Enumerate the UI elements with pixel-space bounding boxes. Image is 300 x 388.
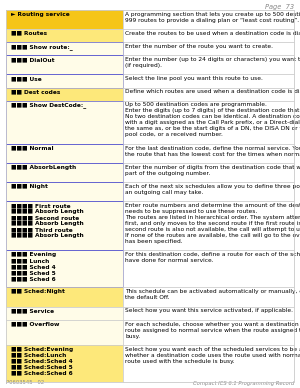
- Bar: [6, 345, 123, 382]
- Bar: [6, 201, 123, 250]
- Bar: [123, 250, 294, 288]
- Bar: [123, 88, 294, 101]
- Bar: [123, 307, 294, 320]
- Bar: [6, 42, 123, 55]
- Text: ■■■■ First route
■■■■ Absorb Length
■■■■ Second route
■■■■ Absorb Length
■■■■ Th: ■■■■ First route ■■■■ Absorb Length ■■■■…: [11, 203, 84, 238]
- Bar: [123, 10, 294, 29]
- Text: For each schedule, choose whether you want a destination code to use the
route a: For each schedule, choose whether you wa…: [125, 322, 300, 338]
- Text: Up to 500 destination codes are programmable.
Enter the digits (up to 7 digits) : Up to 500 destination codes are programm…: [125, 102, 300, 137]
- Bar: [123, 201, 294, 250]
- Text: For the last destination code, define the normal service. You will usually use
t: For the last destination code, define th…: [125, 146, 300, 157]
- Bar: [123, 29, 294, 42]
- Text: ■■■ Overflow: ■■■ Overflow: [11, 322, 59, 327]
- Bar: [123, 320, 294, 345]
- Text: ■■■ Show route:_: ■■■ Show route:_: [11, 44, 73, 50]
- Bar: [6, 88, 123, 101]
- Bar: [6, 29, 123, 42]
- Bar: [123, 42, 294, 55]
- Bar: [6, 182, 123, 201]
- Bar: [6, 101, 123, 144]
- Text: ■■■ Night: ■■■ Night: [11, 184, 48, 189]
- Bar: [6, 288, 123, 307]
- Bar: [6, 307, 123, 320]
- Bar: [6, 163, 123, 182]
- Bar: [123, 250, 294, 288]
- Bar: [6, 55, 123, 74]
- Bar: [123, 163, 294, 182]
- Bar: [6, 250, 123, 288]
- Text: Select how you want this service activated, if applicable.: Select how you want this service activat…: [125, 308, 293, 314]
- Text: Select how you want each of the scheduled services to be activated, and
whether : Select how you want each of the schedule…: [125, 346, 300, 364]
- Text: Enter the number of digits from the destination code that will not be dialed as
: Enter the number of digits from the dest…: [125, 165, 300, 176]
- Bar: [6, 29, 123, 42]
- Text: ■■■ DialOut: ■■■ DialOut: [11, 57, 55, 62]
- Bar: [6, 88, 123, 101]
- Bar: [123, 182, 294, 201]
- Bar: [6, 288, 123, 307]
- Bar: [6, 320, 123, 345]
- Bar: [123, 101, 294, 144]
- Text: ■■■ Use: ■■■ Use: [11, 76, 42, 81]
- Text: ► Routing service: ► Routing service: [11, 12, 70, 17]
- Bar: [6, 42, 123, 55]
- Text: Page  73: Page 73: [265, 4, 294, 10]
- Text: ■■ Sched:Night: ■■ Sched:Night: [11, 289, 65, 294]
- Bar: [6, 144, 123, 163]
- Text: Enter route numbers and determine the amount of the destination code that
needs : Enter route numbers and determine the am…: [125, 203, 300, 244]
- Bar: [6, 250, 123, 288]
- Text: Compact ICS 6.1 Programming Record: Compact ICS 6.1 Programming Record: [193, 381, 294, 386]
- Bar: [123, 29, 294, 42]
- Bar: [6, 74, 123, 88]
- Text: ■■■ Evening
■■■ Lunch
■■■ Sched 4
■■■ Sched 5
■■■ Sched 6: ■■■ Evening ■■■ Lunch ■■■ Sched 4 ■■■ Sc…: [11, 252, 56, 281]
- Bar: [123, 101, 294, 144]
- Bar: [123, 345, 294, 382]
- Text: Each of the next six schedules allow you to define three possible routes that
an: Each of the next six schedules allow you…: [125, 184, 300, 195]
- Bar: [123, 144, 294, 163]
- Text: For this destination code, define a route for each of the schedules, as you
have: For this destination code, define a rout…: [125, 252, 300, 263]
- Bar: [123, 288, 294, 307]
- Bar: [123, 88, 294, 101]
- Text: Create the routes to be used when a destination code is dialed.: Create the routes to be used when a dest…: [125, 31, 300, 36]
- Text: Select the line pool you want this route to use.: Select the line pool you want this route…: [125, 76, 263, 81]
- Bar: [123, 320, 294, 345]
- Text: ■■■ Show DestCode:_: ■■■ Show DestCode:_: [11, 102, 86, 108]
- Text: A programming section that lets you create up to 500 destination codes and
999 r: A programming section that lets you crea…: [125, 12, 300, 23]
- Bar: [6, 144, 123, 163]
- Bar: [6, 10, 123, 29]
- Text: Enter the number of the route you want to create.: Enter the number of the route you want t…: [125, 44, 273, 49]
- Text: ■■■ Normal: ■■■ Normal: [11, 146, 54, 151]
- Bar: [123, 10, 294, 29]
- Bar: [123, 201, 294, 250]
- Bar: [123, 144, 294, 163]
- Text: ■■ Sched:Evening
■■ Sched:Lunch
■■ Sched:Sched 4
■■ Sched:Sched 5
■■ Sched:Sched: ■■ Sched:Evening ■■ Sched:Lunch ■■ Sched…: [11, 346, 73, 376]
- Bar: [6, 163, 123, 182]
- Bar: [123, 307, 294, 320]
- Bar: [6, 307, 123, 320]
- Bar: [123, 288, 294, 307]
- Bar: [123, 345, 294, 382]
- Bar: [123, 74, 294, 88]
- Bar: [6, 201, 123, 250]
- Bar: [6, 10, 123, 29]
- Bar: [123, 163, 294, 182]
- Text: P0603545   02: P0603545 02: [6, 381, 44, 386]
- Bar: [123, 42, 294, 55]
- Text: Define which routes are used when a destination code is dialed.: Define which routes are used when a dest…: [125, 89, 300, 94]
- Bar: [6, 101, 123, 144]
- Bar: [6, 74, 123, 88]
- Text: ■■ Routes: ■■ Routes: [11, 31, 47, 36]
- Bar: [6, 345, 123, 382]
- Bar: [123, 182, 294, 201]
- Bar: [6, 320, 123, 345]
- Text: ■■■ AbsorbLength: ■■■ AbsorbLength: [11, 165, 76, 170]
- Bar: [6, 182, 123, 201]
- Text: ■■■ Service: ■■■ Service: [11, 308, 54, 314]
- Bar: [6, 55, 123, 74]
- Bar: [123, 55, 294, 74]
- Text: This schedule can be activated automatically or manually, or it can be left in
t: This schedule can be activated automatic…: [125, 289, 300, 300]
- Text: ■■ Dest codes: ■■ Dest codes: [11, 89, 60, 94]
- Text: Enter the number (up to 24 digits or characters) you want this route to dial out: Enter the number (up to 24 digits or cha…: [125, 57, 300, 68]
- Bar: [123, 74, 294, 88]
- Bar: [123, 55, 294, 74]
